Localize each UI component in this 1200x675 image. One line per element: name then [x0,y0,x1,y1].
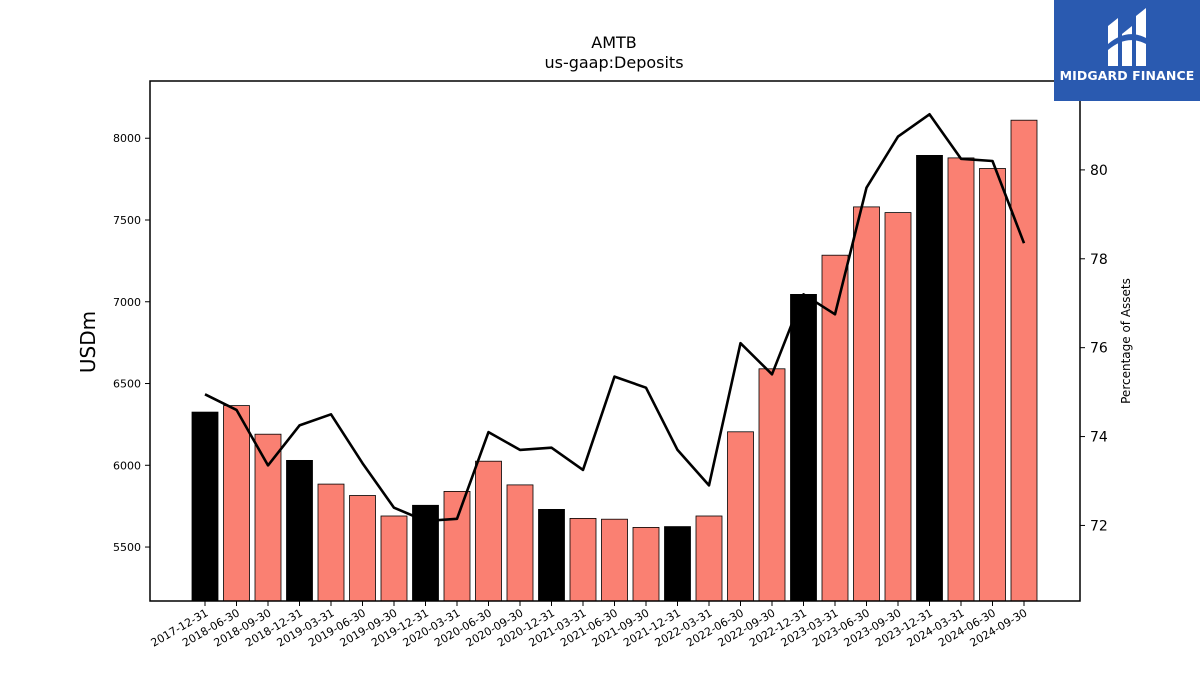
bar-2019-06-30 [349,495,376,602]
bar-2020-09-30 [506,484,534,602]
y-tick-label: 7500 [113,214,141,227]
bar-2021-12-31 [664,526,691,602]
bar-2022-03-31 [695,515,723,602]
bar-2024-09-30 [1010,119,1038,602]
bar-2021-09-30 [632,527,660,602]
brand-name: MIDGARD FINANCE [1059,68,1195,83]
bar-2023-09-30 [884,212,912,602]
y-axis-label: USDm [76,311,100,373]
y2-tick-label: 74 [1090,430,1108,446]
y2-tick-label: 76 [1090,341,1108,357]
y-tick-label: 5500 [113,541,141,554]
bar-2024-06-30 [979,168,1006,602]
y-tick-label: 7000 [113,296,141,309]
y-tick-label: 8000 [113,132,141,145]
chart-subtitle: us-gaap:Deposits [544,53,683,72]
bar-2022-09-30 [758,368,786,602]
bar-2019-09-30 [380,515,408,602]
chart-title: AMTB [591,33,637,52]
y2-tick-label: 78 [1090,252,1108,268]
bar-2017-12-31 [191,411,219,602]
bar-2024-03-31 [947,157,975,602]
bar-2018-09-30 [254,433,282,602]
bar-2018-06-30 [223,405,250,602]
bar-2023-12-31 [916,154,943,602]
percentage-line [204,113,1026,523]
midgard-logo-icon [1108,8,1146,66]
bar-2022-06-30 [727,431,754,602]
y2-tick-label: 72 [1090,518,1108,534]
y-tick-label: 6500 [113,378,141,391]
bar-2019-03-31 [317,483,345,602]
brand-logo: MIDGARD FINANCE [1054,0,1200,101]
y-tick-label: 6000 [113,459,141,472]
bar-2023-06-30 [853,206,880,602]
bar-2018-12-31 [286,459,313,602]
bar-2020-03-31 [443,490,471,602]
bar-2020-06-30 [475,460,502,602]
bar-2021-03-31 [569,518,597,602]
y2-axis-label: Percentage of Assets [1119,278,1133,404]
bar-2022-12-31 [790,293,817,602]
bar-2021-06-30 [601,518,628,602]
bar-2020-12-31 [538,508,565,602]
y2-tick-label: 80 [1090,163,1108,179]
